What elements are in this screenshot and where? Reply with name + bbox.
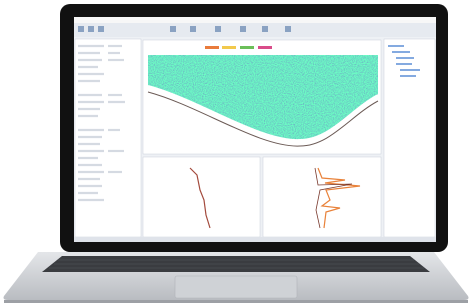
trackpad: [175, 276, 297, 298]
menu-bar: [74, 17, 436, 23]
tree-panel: [384, 39, 435, 237]
laptop-photo: [0, 0, 472, 307]
profile-plot-left: [143, 157, 260, 237]
toolbar: [74, 23, 436, 37]
base-edge: [4, 300, 468, 303]
profile-plot-right: [263, 157, 381, 237]
status-bar: [74, 237, 436, 242]
